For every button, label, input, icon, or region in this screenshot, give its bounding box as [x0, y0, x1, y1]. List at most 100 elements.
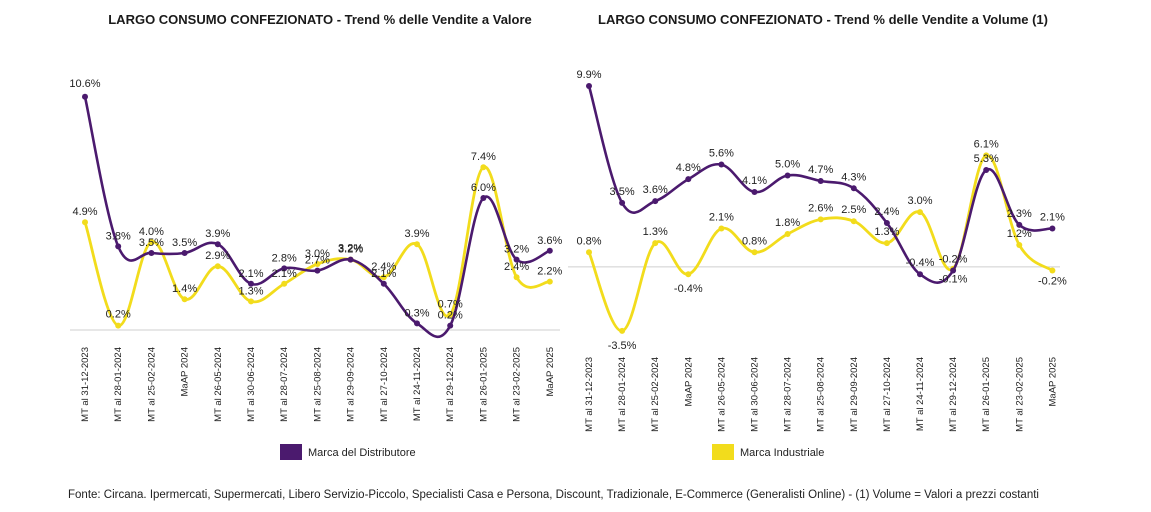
data-point	[546, 278, 553, 285]
data-label: 2.4%	[874, 206, 899, 218]
x-tick-label: MT al 23-02-2025	[1014, 357, 1025, 432]
data-point	[248, 298, 254, 305]
data-point	[414, 320, 420, 327]
x-tick-label: MT al 25-08-2024	[816, 357, 827, 432]
x-tick-label: MaAP 2025	[1047, 357, 1058, 406]
series-line	[83, 96, 551, 339]
data-label: 2.1%	[238, 268, 263, 280]
data-label: 1.3%	[238, 285, 263, 297]
charts-canvas: LARGO CONSUMO CONFEZIONATO - Trend % del…	[69, 12, 1067, 460]
data-point	[718, 161, 725, 168]
legend-swatch	[712, 444, 734, 460]
data-label: 3.6%	[537, 235, 562, 247]
data-label: 2.7%	[305, 255, 330, 267]
data-label: 3.6%	[643, 184, 668, 196]
data-label: -3.5%	[608, 340, 637, 352]
data-point	[718, 225, 725, 232]
data-point	[447, 322, 454, 329]
data-point	[586, 82, 592, 89]
data-label: 2.1%	[371, 268, 396, 280]
data-point	[115, 243, 122, 250]
x-tick-label: MT al 31-12-2023	[80, 347, 91, 422]
data-label: 0.2%	[438, 310, 463, 322]
data-point	[619, 199, 626, 206]
data-label: 2.3%	[1007, 208, 1032, 220]
data-label: 0.7%	[438, 299, 463, 311]
data-label: 1.4%	[172, 283, 197, 295]
data-label: 3.5%	[610, 186, 635, 198]
data-label: 2.1%	[272, 268, 297, 280]
data-point	[214, 241, 221, 248]
data-label: -0.1%	[939, 274, 968, 286]
data-point	[784, 172, 791, 179]
data-point	[751, 188, 758, 195]
data-point	[883, 240, 890, 247]
data-label: 4.0%	[139, 226, 164, 238]
data-label: 2.5%	[841, 204, 866, 216]
x-tick-label: MT al 28-07-2024	[279, 347, 290, 422]
data-label: 1.8%	[775, 217, 800, 229]
data-point	[513, 274, 520, 281]
data-label: 3.5%	[139, 237, 164, 249]
x-tick-label: MT al 29-09-2024	[346, 347, 357, 422]
x-tick-label: MaAP 2024	[683, 357, 694, 406]
chart-2: LARGO CONSUMO CONFEZIONATO - Trend % del…	[568, 12, 1067, 460]
legend-label: Marca Industriale	[740, 447, 824, 459]
data-point	[950, 267, 957, 274]
data-label: -0.4%	[906, 257, 935, 269]
data-label: 2.9%	[205, 250, 230, 262]
data-point	[784, 231, 791, 237]
series-marca-industriale	[586, 152, 1056, 334]
data-label: -0.2%	[939, 254, 968, 266]
data-label: 4.1%	[742, 175, 767, 187]
x-tick-label: MT al 24-11-2024	[412, 347, 423, 421]
data-point	[883, 220, 890, 227]
data-point	[447, 311, 454, 318]
source-note: Fonte: Circana. Ipermercati, Supermercat…	[68, 489, 1039, 501]
data-label: 2.1%	[709, 212, 734, 224]
data-point	[1016, 241, 1023, 248]
series-marca-industriale	[82, 164, 553, 329]
data-label: -0.2%	[1038, 276, 1067, 288]
data-label: -0.4%	[674, 283, 703, 295]
data-point	[314, 267, 321, 274]
data-label: 1.3%	[874, 226, 899, 238]
data-label: 3.9%	[205, 228, 230, 240]
x-tick-label: MT al 31-12-2023	[584, 357, 595, 432]
x-tick-label: MT al 30-06-2024	[246, 347, 257, 422]
data-label: 5.0%	[775, 159, 800, 171]
data-label: 3.0%	[305, 248, 330, 260]
data-point	[281, 280, 288, 287]
data-point	[181, 296, 188, 303]
data-label: 2.6%	[808, 202, 833, 214]
data-label: 3.0%	[907, 195, 932, 207]
x-tick-label: MT al 23-02-2025	[512, 347, 523, 422]
x-tick-label: MT al 29-09-2024	[849, 357, 860, 432]
x-tick-label: MT al 25-02-2024	[650, 357, 661, 432]
data-label: 3.9%	[404, 228, 429, 240]
data-label: 1.3%	[643, 226, 668, 238]
data-point	[115, 322, 122, 329]
x-tick-label: MT al 26-01-2025	[478, 347, 489, 422]
chart-1: LARGO CONSUMO CONFEZIONATO - Trend % del…	[69, 12, 563, 460]
x-tick-label: MT al 27-10-2024	[882, 357, 893, 432]
x-tick-label: MT al 30-06-2024	[750, 357, 761, 432]
x-tick-label: MT al 26-01-2025	[981, 357, 992, 432]
data-point	[181, 250, 188, 256]
data-point	[983, 167, 990, 174]
data-label: 5.3%	[974, 153, 999, 165]
data-point	[817, 216, 824, 223]
data-label: 6.0%	[471, 182, 496, 194]
data-label: 2.4%	[371, 261, 396, 273]
legend-swatch	[280, 444, 302, 460]
data-point	[380, 280, 387, 287]
x-tick-label: MT al 29-12-2024	[948, 357, 959, 432]
legend-label: Marca del Distributore	[308, 447, 416, 459]
data-label: 1.2%	[1007, 228, 1032, 240]
data-label: 4.7%	[808, 164, 833, 176]
x-tick-label: MT al 28-07-2024	[783, 357, 794, 432]
data-point	[380, 274, 387, 281]
x-tick-label: MT al 28-01-2024	[113, 347, 124, 422]
data-point	[347, 256, 354, 263]
x-tick-label: MT al 26-05-2024	[213, 347, 224, 422]
